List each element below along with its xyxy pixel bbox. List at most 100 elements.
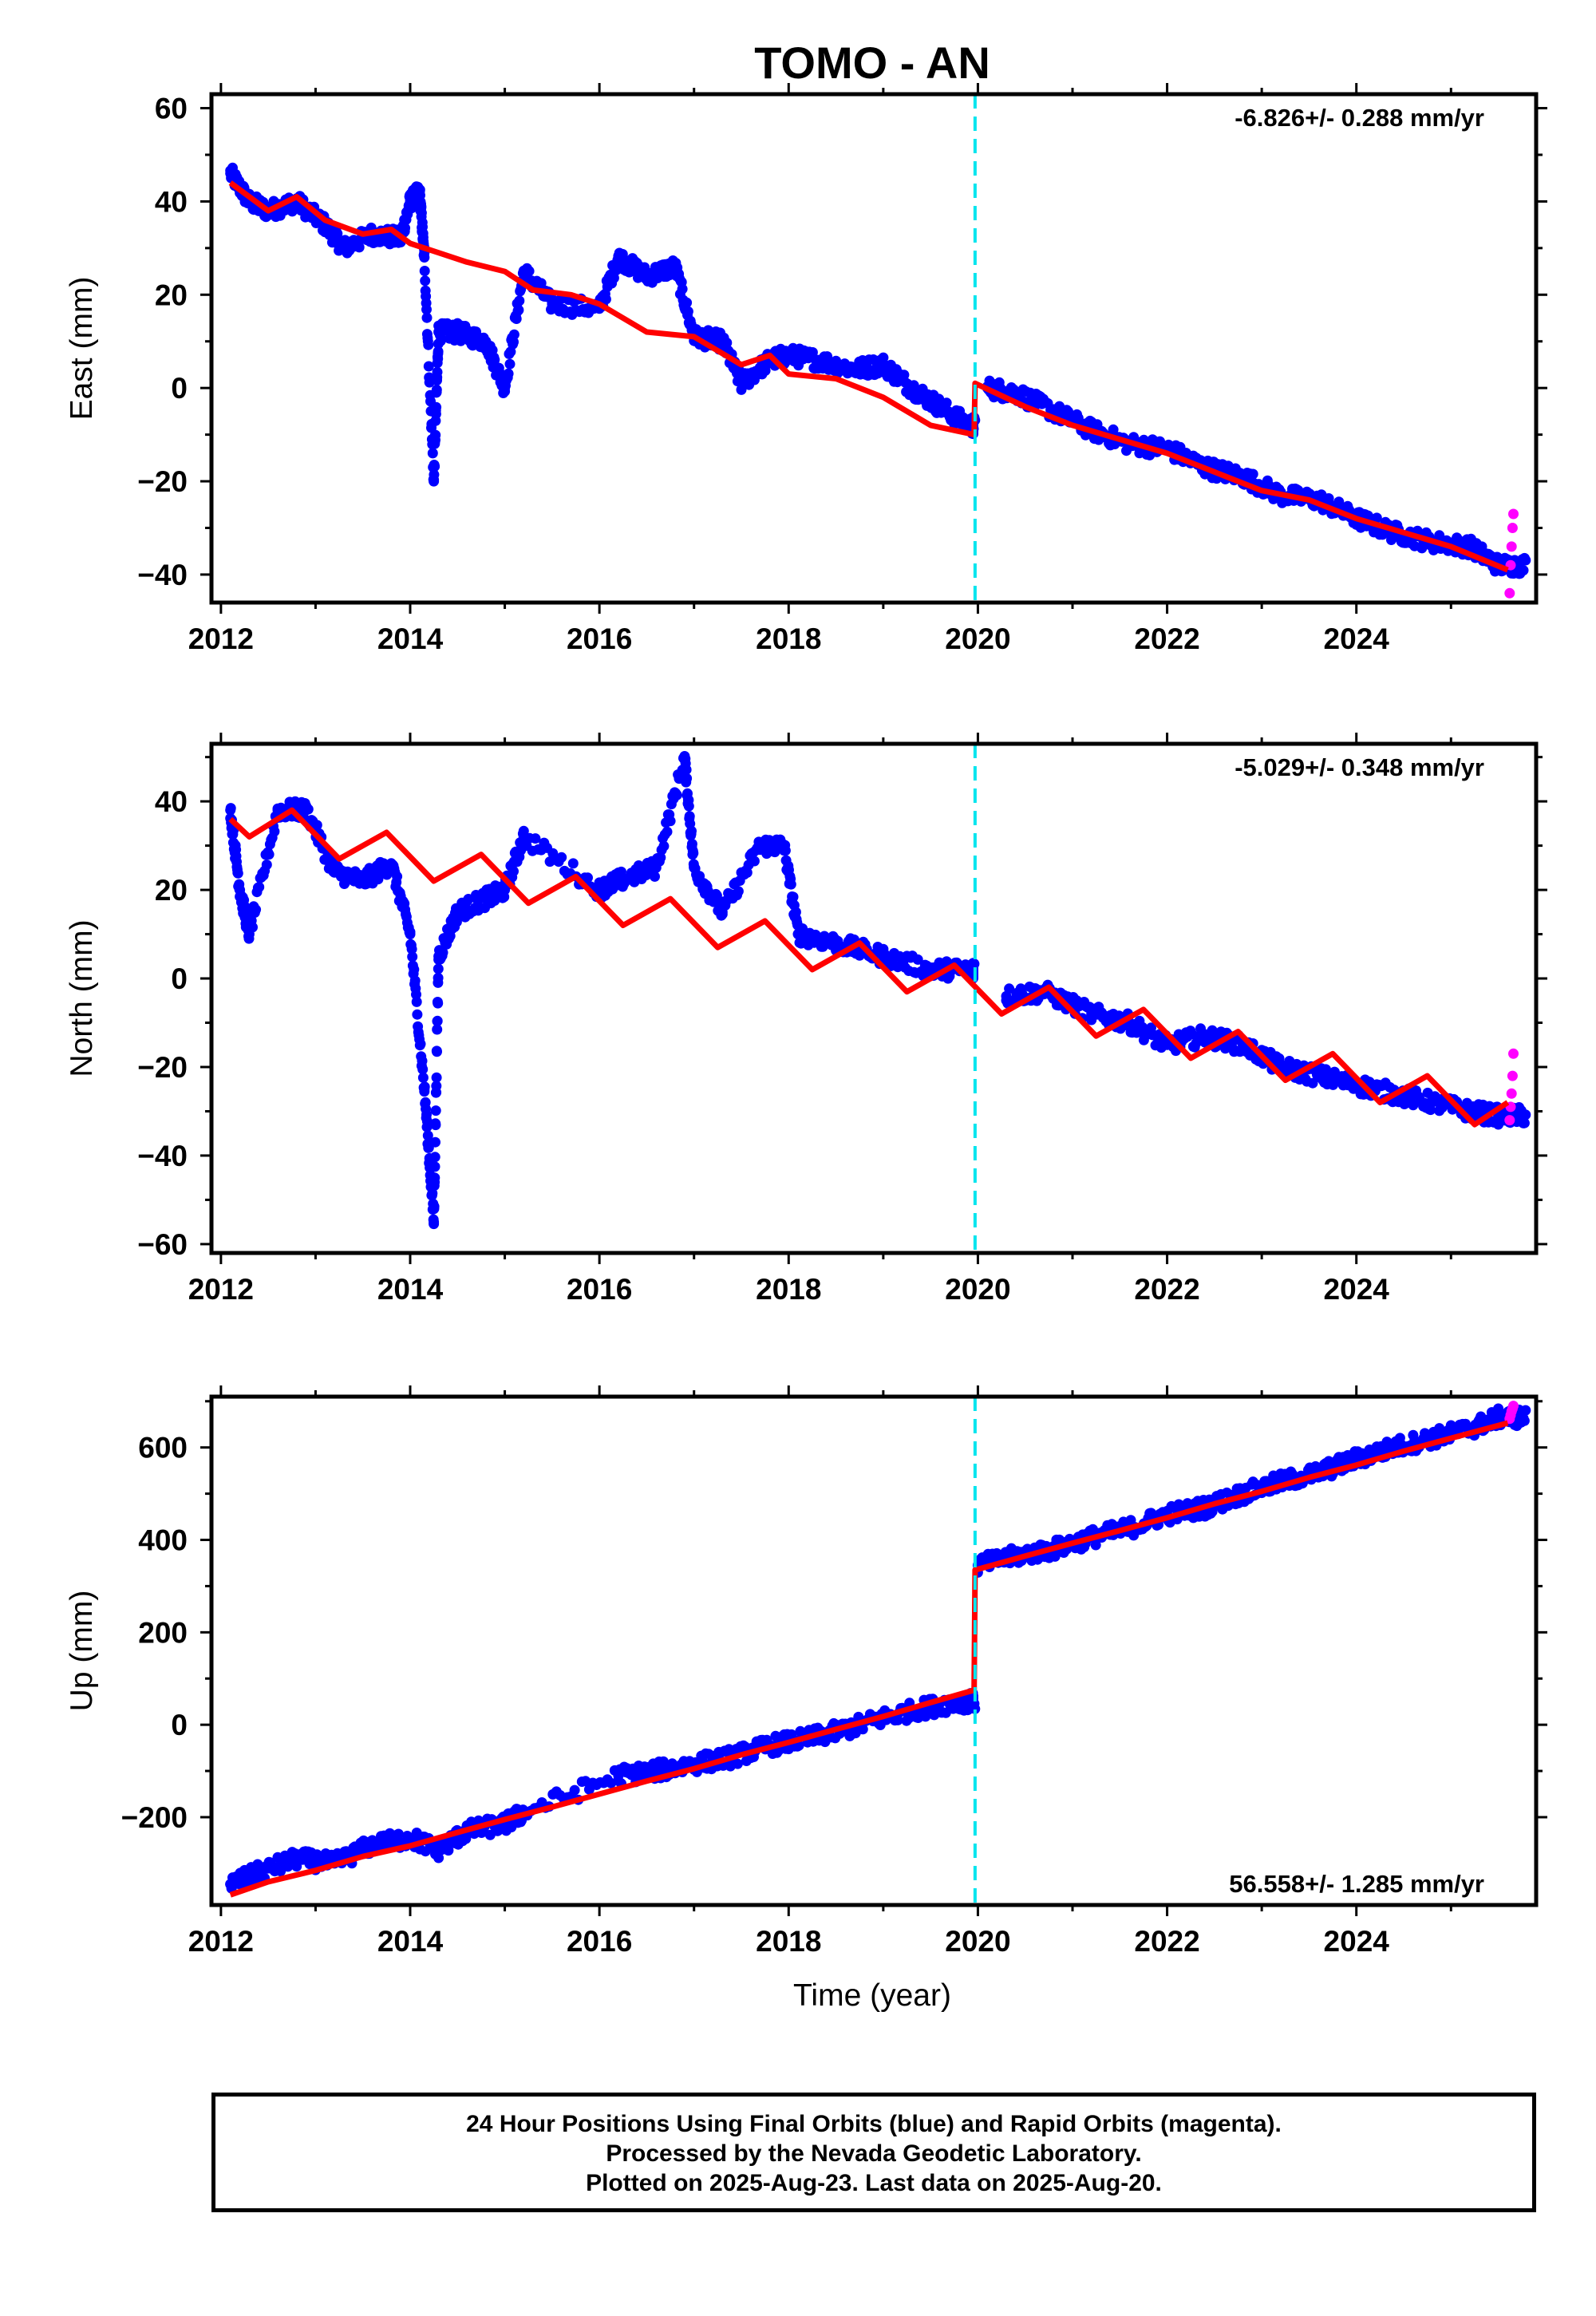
north-final-orbit-point bbox=[433, 998, 444, 1009]
east-final-orbit-point bbox=[1520, 555, 1531, 566]
east-final-orbit-points bbox=[225, 162, 1531, 579]
east-final-orbit-point bbox=[906, 382, 917, 393]
north-final-orbit-point bbox=[500, 884, 511, 895]
north-final-orbit-point bbox=[684, 811, 695, 822]
north-final-orbit-point bbox=[658, 840, 670, 852]
north-final-orbit-point bbox=[963, 964, 974, 975]
east-y-tick-label: 0 bbox=[171, 372, 188, 405]
x-axis-title: Time (year) bbox=[793, 1978, 951, 2013]
north-final-orbit-point bbox=[679, 752, 690, 763]
up-final-orbit-point bbox=[892, 1714, 903, 1725]
east-plot-area bbox=[225, 162, 1531, 599]
north-final-orbit-point bbox=[406, 943, 417, 954]
east-x-tick-label: 2012 bbox=[188, 622, 254, 655]
north-final-orbit-point bbox=[792, 929, 804, 940]
north-x-tick-label: 2014 bbox=[377, 1273, 444, 1306]
up-final-orbit-point bbox=[291, 1853, 302, 1864]
east-final-orbit-point bbox=[1434, 530, 1445, 541]
north-final-orbit-point bbox=[409, 964, 420, 975]
east-final-orbit-point bbox=[421, 312, 433, 323]
north-rapid-orbit-points bbox=[1504, 1048, 1519, 1126]
north-final-orbit-point bbox=[392, 871, 403, 882]
processing-info-box: 24 Hour Positions Using Final Orbits (bl… bbox=[211, 2093, 1536, 2212]
east-final-orbit-point bbox=[518, 266, 529, 277]
north-plot-area bbox=[225, 751, 1531, 1230]
north-final-orbit-point bbox=[412, 1009, 423, 1020]
north-final-orbit-point bbox=[1086, 1008, 1097, 1019]
east-final-orbit-point bbox=[332, 228, 343, 239]
north-final-orbit-point bbox=[831, 938, 842, 949]
north-final-orbit-point bbox=[778, 840, 789, 852]
north-final-orbit-point bbox=[429, 1216, 440, 1227]
up-y-tick-label: 400 bbox=[138, 1524, 188, 1557]
figure-title: TOMO - AN bbox=[754, 38, 990, 88]
north-final-orbit-point bbox=[417, 1064, 429, 1075]
north-final-orbit-point bbox=[1313, 1070, 1324, 1081]
north-x-tick-label: 2020 bbox=[945, 1273, 1010, 1306]
north-final-orbit-point bbox=[415, 1038, 426, 1049]
north-velocity-label: -5.029+/- 0.348 mm/yr bbox=[1235, 753, 1484, 781]
north-final-orbit-point bbox=[411, 996, 422, 1007]
east-final-orbit-point bbox=[432, 366, 443, 377]
north-final-orbit-point bbox=[429, 1201, 440, 1212]
east-y-tick-label: 20 bbox=[155, 279, 188, 311]
up-final-orbit-point bbox=[857, 1724, 868, 1735]
north-rapid-orbit-point bbox=[1507, 1070, 1518, 1081]
east-final-orbit-point bbox=[354, 242, 365, 253]
east-final-orbit-point bbox=[682, 306, 693, 317]
north-final-orbit-point bbox=[717, 907, 728, 918]
east-final-orbit-point bbox=[1010, 387, 1021, 398]
up-plot-frame bbox=[209, 1394, 1539, 1907]
up-x-tick-label: 2020 bbox=[945, 1925, 1010, 1958]
north-y-tick-label: 20 bbox=[155, 874, 188, 907]
north-y-tick-label: −20 bbox=[137, 1051, 188, 1084]
east-final-orbit-point bbox=[508, 329, 519, 340]
east-x-tick-label: 2016 bbox=[567, 622, 632, 655]
north-final-orbit-point bbox=[1520, 1109, 1531, 1120]
north-final-orbit-point bbox=[421, 1116, 433, 1127]
north-final-orbit-point bbox=[235, 884, 246, 895]
east-final-orbit-point bbox=[677, 283, 688, 294]
east-final-orbit-point bbox=[812, 354, 823, 366]
north-final-orbit-point bbox=[480, 893, 492, 904]
east-final-orbit-point bbox=[427, 448, 438, 459]
east-final-orbit-point bbox=[1518, 565, 1529, 576]
east-final-orbit-point bbox=[421, 304, 432, 315]
north-final-orbit-point bbox=[272, 804, 283, 816]
north-final-orbit-point bbox=[429, 1172, 440, 1184]
north-final-orbit-point bbox=[429, 1161, 440, 1172]
east-final-orbit-point bbox=[430, 429, 441, 441]
north-y-tick-label: −60 bbox=[137, 1228, 188, 1261]
north-final-orbit-point bbox=[749, 856, 760, 867]
north-final-orbit-point bbox=[433, 951, 444, 962]
east-final-orbit-point bbox=[225, 168, 236, 179]
east-final-orbit-point bbox=[513, 305, 524, 315]
north-final-orbit-point bbox=[358, 875, 369, 887]
north-final-orbit-point bbox=[650, 862, 662, 873]
north-x-tick-label: 2018 bbox=[756, 1273, 821, 1306]
north-final-orbit-point bbox=[508, 866, 519, 877]
east-final-orbit-point bbox=[681, 297, 693, 308]
north-final-orbit-point bbox=[1199, 1030, 1211, 1041]
east-final-orbit-point bbox=[535, 278, 547, 289]
up-y-axis-title: Up (mm) bbox=[65, 1591, 99, 1712]
north-final-orbit-point bbox=[613, 875, 624, 887]
up-rapid-orbit-point bbox=[1508, 1401, 1519, 1412]
up-final-orbit-point bbox=[1493, 1412, 1504, 1423]
north-final-orbit-point bbox=[733, 886, 744, 897]
footer-line-orbits: 24 Hour Positions Using Final Orbits (bl… bbox=[466, 2111, 1282, 2137]
east-model-curve bbox=[228, 180, 1509, 573]
north-final-orbit-point bbox=[269, 826, 280, 837]
north-final-orbit-point bbox=[419, 1084, 430, 1095]
north-final-orbit-point bbox=[429, 1152, 440, 1163]
east-final-orbit-point bbox=[849, 364, 860, 375]
north-plot-frame bbox=[209, 741, 1539, 1255]
north-final-orbit-point bbox=[556, 852, 567, 863]
north-final-orbit-point bbox=[232, 868, 243, 879]
east-plot-frame bbox=[209, 92, 1539, 605]
north-final-orbit-point bbox=[261, 860, 272, 870]
east-final-orbit-point bbox=[433, 326, 444, 338]
north-model-curve bbox=[228, 807, 1510, 1128]
north-final-orbit-point bbox=[689, 862, 700, 873]
east-final-orbit-point bbox=[600, 294, 611, 305]
